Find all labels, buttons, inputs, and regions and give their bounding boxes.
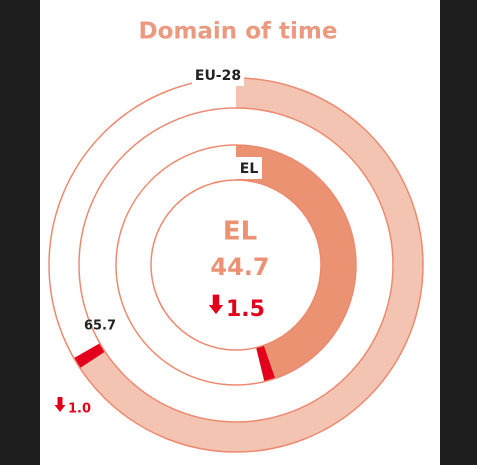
ring-outline [78, 107, 394, 423]
center-value: 44.7 [210, 253, 269, 281]
down-arrow [54, 397, 66, 412]
change-segment [256, 345, 276, 382]
ring-outline [115, 144, 357, 386]
change-label: 1.0 [68, 402, 91, 417]
series-label: EU-28 [195, 68, 241, 84]
down-arrow [208, 294, 224, 315]
chart-title: Domain of time [139, 19, 338, 45]
ring-outline [150, 179, 322, 351]
change-segment [73, 343, 106, 369]
series-label: EL [240, 161, 259, 177]
label-box [236, 157, 262, 179]
value-label: 65.7 [84, 319, 116, 334]
change-label: 1.5 [226, 297, 265, 322]
ring-fill [236, 145, 357, 379]
center-name: EL [223, 217, 257, 247]
label-box [192, 64, 244, 86]
